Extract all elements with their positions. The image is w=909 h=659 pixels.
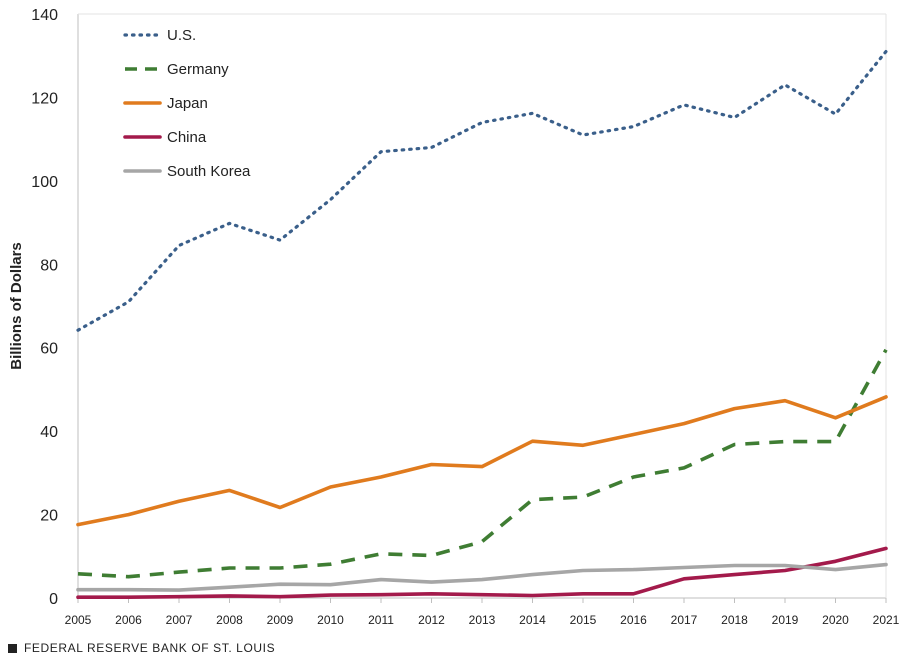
legend-label: Japan bbox=[167, 95, 208, 112]
legend-label: South Korea bbox=[167, 163, 251, 180]
x-tick-label: 2009 bbox=[267, 613, 294, 627]
x-axis-ticks: 2005 2006 2007 2008 2009 2010 2011 2012 2013 2014… bbox=[65, 598, 900, 627]
legend-label: U.S. bbox=[167, 27, 196, 44]
series-line-germany bbox=[77, 348, 888, 579]
y-tick-label: 120 bbox=[31, 90, 58, 107]
x-tick-label: 2015 bbox=[570, 613, 597, 627]
x-tick-label: 2021 bbox=[873, 613, 900, 627]
x-tick-label: 2014 bbox=[519, 613, 546, 627]
x-tick-label: 2007 bbox=[166, 613, 193, 627]
y-tick-label: 140 bbox=[31, 7, 58, 24]
x-tick-label: 2020 bbox=[822, 613, 849, 627]
series-line-japan bbox=[76, 395, 888, 527]
legend: U.S. Germany Japan China South Korea bbox=[123, 27, 251, 180]
x-tick-label: 2016 bbox=[620, 613, 647, 627]
legend-label: China bbox=[167, 129, 207, 146]
y-tick-label: 100 bbox=[31, 174, 58, 191]
x-tick-label: 2018 bbox=[721, 613, 748, 627]
x-tick-label: 2013 bbox=[469, 613, 496, 627]
footer-text: FEDERAL RESERVE BANK OF ST. LOUIS bbox=[24, 641, 276, 655]
x-tick-label: 2012 bbox=[418, 613, 445, 627]
y-tick-label: 0 bbox=[49, 591, 58, 608]
series-line-china bbox=[76, 546, 888, 600]
y-tick-label: 60 bbox=[40, 341, 58, 358]
series-lines bbox=[76, 49, 888, 600]
y-tick-label: 80 bbox=[40, 257, 58, 274]
y-axis-ticks: 0 20 40 60 80 100 120 140 bbox=[31, 7, 58, 608]
y-tick-label: 20 bbox=[40, 508, 58, 525]
x-tick-label: 2019 bbox=[772, 613, 799, 627]
footer-square-icon bbox=[8, 643, 17, 653]
footer: FEDERAL RESERVE BANK OF ST. LOUIS bbox=[8, 641, 275, 655]
x-tick-label: 2017 bbox=[671, 613, 698, 627]
series-line-u-s bbox=[76, 49, 888, 332]
legend-label: Germany bbox=[167, 61, 229, 78]
x-tick-label: 2005 bbox=[65, 613, 92, 627]
x-tick-label: 2011 bbox=[368, 613, 394, 627]
x-tick-label: 2006 bbox=[115, 613, 142, 627]
plot-frame bbox=[77, 13, 887, 599]
y-axis-label: Billions of Dollars bbox=[8, 242, 25, 370]
x-tick-label: 2010 bbox=[317, 613, 344, 627]
x-tick-label: 2008 bbox=[216, 613, 243, 627]
y-tick-label: 40 bbox=[40, 424, 58, 441]
series-line-south-korea bbox=[76, 562, 888, 592]
